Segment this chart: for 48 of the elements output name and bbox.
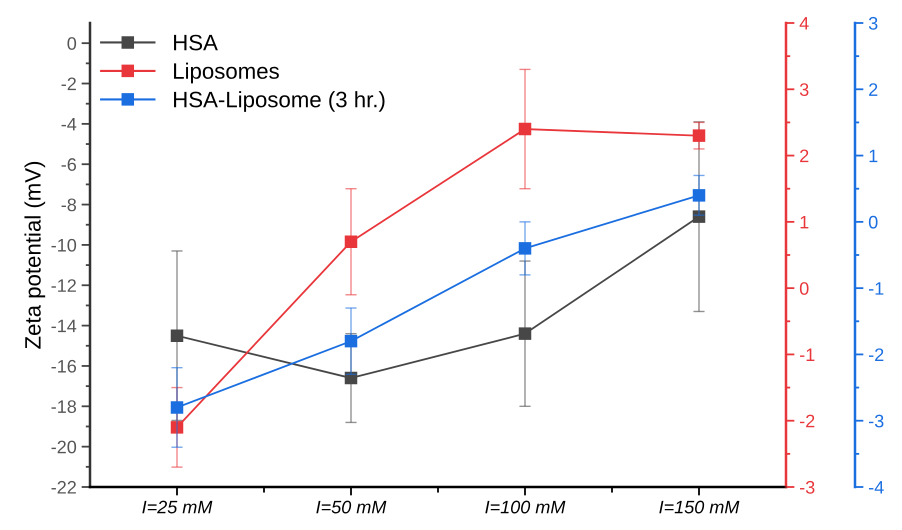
y-tick-label: -12 [52,279,76,292]
point [518,242,532,255]
point [692,210,706,223]
point [518,122,532,136]
y3-tick-label: -1 [868,282,884,295]
x-tick-label: I=25 mM [142,500,212,514]
y-tick-label: -16 [52,360,76,373]
point [344,235,358,248]
point [518,327,532,340]
legend-label: HSA [174,34,218,50]
y-tick-label: -8 [62,198,76,212]
x-tick-label: I=50 mM [316,500,386,514]
y3-tick-label: -2 [868,348,884,361]
y2-tick-label: 0 [800,282,809,295]
y2-tick-label: 1 [800,216,808,228]
y2-tick-label: -3 [800,480,814,494]
point [170,421,184,434]
y-tick-label: -22 [52,480,76,494]
point [344,334,358,348]
y3-tick-label: 3 [868,16,878,30]
y2-tick-label: 4 [800,17,809,30]
y2-tick-label: 2 [800,150,808,162]
x-tick-label: I=150 mM [659,500,740,514]
y-tick-label: -18 [52,400,76,414]
y2-tick-label: -2 [800,414,814,428]
legend-label: HSA-Liposome (3 hr.) [174,91,385,112]
point [692,189,706,202]
y-tick-label: -6 [62,158,76,171]
x-tick-label: I=100 mM [485,500,566,514]
point [344,372,358,384]
y-tick-label: -10 [52,238,76,252]
y-tick-label: -20 [52,440,76,454]
y-axis-title: Zeta potential (mV) [24,162,46,349]
y-tick-label: 0 [67,37,76,50]
point [692,129,706,142]
y3-tick-label: 0 [868,216,878,229]
legend-label: Liposomes [174,62,279,84]
y2-tick-label: 3 [800,83,808,96]
y-tick-label: -4 [62,118,76,130]
y3-tick-label: -3 [868,414,884,428]
point [170,401,184,414]
y-tick-label: -14 [52,320,76,332]
y2-tick-label: -1 [800,348,814,361]
y3-tick-label: 2 [869,83,878,96]
y3-tick-label: 1 [870,150,878,162]
y3-tick-label: -4 [868,481,884,494]
y-tick-label: -2 [62,77,76,90]
point [170,329,184,342]
